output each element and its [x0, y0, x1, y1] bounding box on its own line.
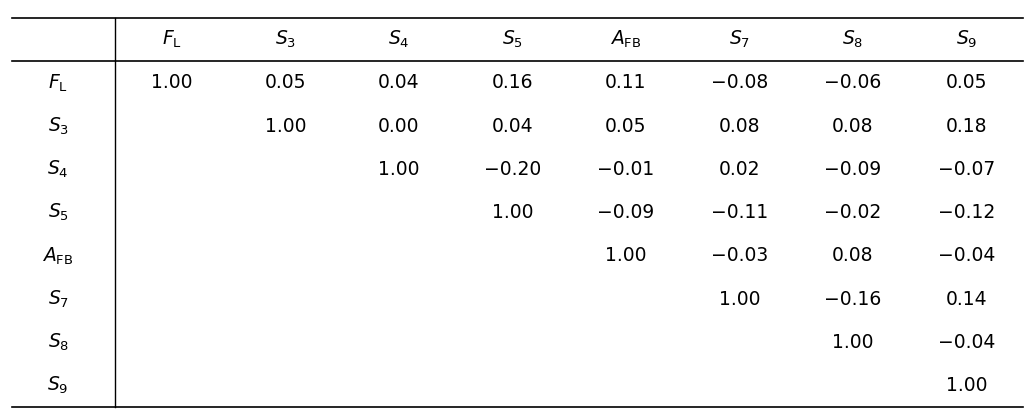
- Text: $F_{\mathrm{L}}$: $F_{\mathrm{L}}$: [49, 72, 68, 93]
- Text: $S_7$: $S_7$: [729, 29, 750, 50]
- Text: 0.08: 0.08: [832, 246, 874, 265]
- Text: $S_5$: $S_5$: [48, 202, 68, 223]
- Text: $A_{\mathrm{FB}}$: $A_{\mathrm{FB}}$: [611, 29, 642, 50]
- Text: 0.05: 0.05: [265, 73, 306, 92]
- Text: 1.00: 1.00: [265, 117, 306, 136]
- Text: −0.16: −0.16: [824, 290, 882, 309]
- Text: $S_5$: $S_5$: [502, 29, 523, 50]
- Text: −0.03: −0.03: [711, 246, 768, 265]
- Text: 0.14: 0.14: [946, 290, 987, 309]
- Text: −0.07: −0.07: [938, 160, 995, 179]
- Text: $F_{\mathrm{L}}$: $F_{\mathrm{L}}$: [161, 29, 182, 50]
- Text: 0.08: 0.08: [718, 117, 760, 136]
- Text: 1.00: 1.00: [832, 333, 874, 352]
- Text: $S_4$: $S_4$: [48, 159, 69, 180]
- Text: $A_{\mathrm{FB}}$: $A_{\mathrm{FB}}$: [42, 245, 73, 266]
- Text: −0.04: −0.04: [938, 246, 996, 265]
- Text: −0.20: −0.20: [483, 160, 541, 179]
- Text: 0.02: 0.02: [718, 160, 760, 179]
- Text: 1.00: 1.00: [605, 246, 647, 265]
- Text: 0.04: 0.04: [492, 117, 533, 136]
- Text: −0.09: −0.09: [824, 160, 882, 179]
- Text: −0.12: −0.12: [938, 203, 995, 222]
- Text: 0.04: 0.04: [378, 73, 419, 92]
- Text: 0.16: 0.16: [492, 73, 533, 92]
- Text: $S_9$: $S_9$: [48, 375, 69, 396]
- Text: 1.00: 1.00: [946, 376, 987, 395]
- Text: −0.11: −0.11: [711, 203, 768, 222]
- Text: −0.09: −0.09: [597, 203, 654, 222]
- Text: −0.08: −0.08: [711, 73, 768, 92]
- Text: 0.05: 0.05: [605, 117, 647, 136]
- Text: 0.18: 0.18: [946, 117, 987, 136]
- Text: $S_9$: $S_9$: [955, 29, 977, 50]
- Text: $S_7$: $S_7$: [48, 289, 68, 310]
- Text: 0.00: 0.00: [378, 117, 419, 136]
- Text: $S_3$: $S_3$: [48, 116, 68, 137]
- Text: 0.05: 0.05: [946, 73, 987, 92]
- Text: $S_4$: $S_4$: [388, 29, 410, 50]
- Text: −0.04: −0.04: [938, 333, 996, 352]
- Text: 0.11: 0.11: [605, 73, 647, 92]
- Text: 0.08: 0.08: [832, 117, 874, 136]
- Text: 1.00: 1.00: [492, 203, 533, 222]
- Text: −0.01: −0.01: [597, 160, 654, 179]
- Text: $S_8$: $S_8$: [842, 29, 863, 50]
- Text: 1.00: 1.00: [718, 290, 760, 309]
- Text: −0.02: −0.02: [824, 203, 882, 222]
- Text: −0.06: −0.06: [824, 73, 882, 92]
- Text: $S_8$: $S_8$: [48, 332, 68, 353]
- Text: $S_3$: $S_3$: [274, 29, 296, 50]
- Text: 1.00: 1.00: [151, 73, 193, 92]
- Text: 1.00: 1.00: [378, 160, 419, 179]
